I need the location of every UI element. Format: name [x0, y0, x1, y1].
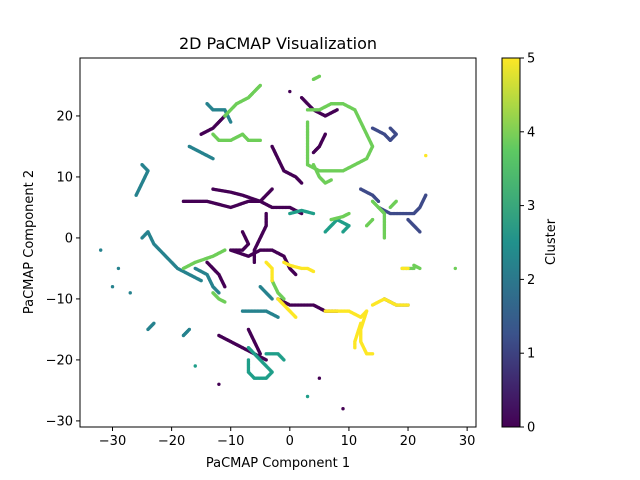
data-point [453, 266, 458, 271]
data-point [305, 120, 310, 124]
colorbar-tick-label: 3 [527, 199, 535, 214]
data-point [181, 333, 186, 338]
colorbar-tick-label: 0 [527, 421, 535, 436]
y-tick-label: −20 [46, 353, 73, 368]
data-point [270, 297, 274, 301]
data-point [394, 199, 398, 204]
data-point [264, 358, 268, 362]
x-tick-label: −30 [99, 434, 126, 449]
data-point [223, 285, 227, 289]
x-tick-label: −10 [217, 434, 244, 449]
data-point [229, 120, 233, 124]
x-axis-label: PaCMAP Component 1 [206, 456, 350, 471]
data-point [258, 83, 262, 88]
x-tick-label: −20 [158, 434, 185, 449]
data-point [110, 285, 115, 289]
y-tick-label: 0 [65, 231, 73, 246]
data-point [364, 224, 369, 228]
points-layer [98, 74, 458, 411]
data-point [128, 291, 132, 295]
data-point [116, 266, 121, 271]
colorbar-label: Cluster [544, 218, 559, 265]
data-point [329, 178, 333, 182]
data-point [418, 266, 422, 271]
data-point [288, 89, 292, 94]
colorbar-ticks: 0 1 2 3 4 5 [520, 52, 535, 436]
data-point [270, 187, 274, 191]
data-point [276, 315, 280, 319]
chart-title: 2D PaCMAP Visualization [179, 34, 377, 53]
data-point [217, 382, 221, 387]
colorbar-tick-label: 5 [527, 52, 535, 67]
data-point [294, 272, 298, 277]
x-tick-label: 30 [459, 434, 476, 449]
plot-frame [79, 57, 477, 428]
data-point [211, 156, 215, 161]
data-point [252, 260, 257, 265]
data-point [376, 199, 381, 204]
data-point [294, 315, 298, 319]
x-tick-label: 10 [341, 434, 358, 449]
data-point [246, 358, 251, 362]
data-point [418, 230, 422, 234]
y-tick-label: −10 [46, 292, 73, 307]
data-point [406, 303, 410, 307]
data-point [341, 407, 345, 411]
colorbar-tick-label: 4 [527, 125, 535, 140]
data-point [258, 352, 262, 356]
x-tick-label: 0 [286, 434, 294, 449]
y-tick-label: 10 [56, 170, 73, 185]
data-point [317, 74, 322, 79]
y-axis-label: PaCMAP Component 2 [22, 170, 37, 314]
data-point [134, 193, 138, 197]
data-point [299, 181, 304, 185]
x-axis: −30 −20 −10 0 10 20 30 [99, 427, 476, 449]
data-point [199, 278, 203, 283]
data-point [258, 138, 262, 143]
data-point [311, 150, 316, 155]
data-point [98, 248, 103, 252]
data-point [335, 108, 339, 112]
data-point [305, 394, 310, 399]
data-point [424, 153, 428, 158]
data-point [323, 230, 327, 234]
y-tick-label: 20 [56, 109, 73, 124]
y-tick-label: −30 [46, 414, 73, 429]
data-point [223, 300, 227, 304]
colorbar-tick-label: 2 [527, 273, 535, 288]
data-point [424, 193, 428, 197]
data-point [382, 236, 387, 240]
data-point [217, 291, 221, 295]
data-point [317, 376, 322, 380]
data-point [146, 327, 150, 332]
y-axis: −30 −20 −10 0 10 20 [46, 109, 80, 429]
colorbar-tick-label: 1 [527, 347, 535, 362]
data-point [388, 126, 392, 130]
data-point [370, 352, 375, 356]
data-point [181, 266, 186, 271]
data-point [353, 346, 357, 350]
data-point [311, 269, 316, 274]
data-point [193, 364, 197, 368]
data-point [347, 211, 351, 216]
x-tick-label: 20 [400, 434, 417, 449]
data-point [299, 211, 304, 216]
data-point [270, 278, 274, 283]
data-point [282, 297, 286, 301]
colorbar [501, 57, 521, 428]
data-point [406, 266, 410, 271]
data-point [282, 358, 286, 362]
data-point [288, 211, 292, 216]
